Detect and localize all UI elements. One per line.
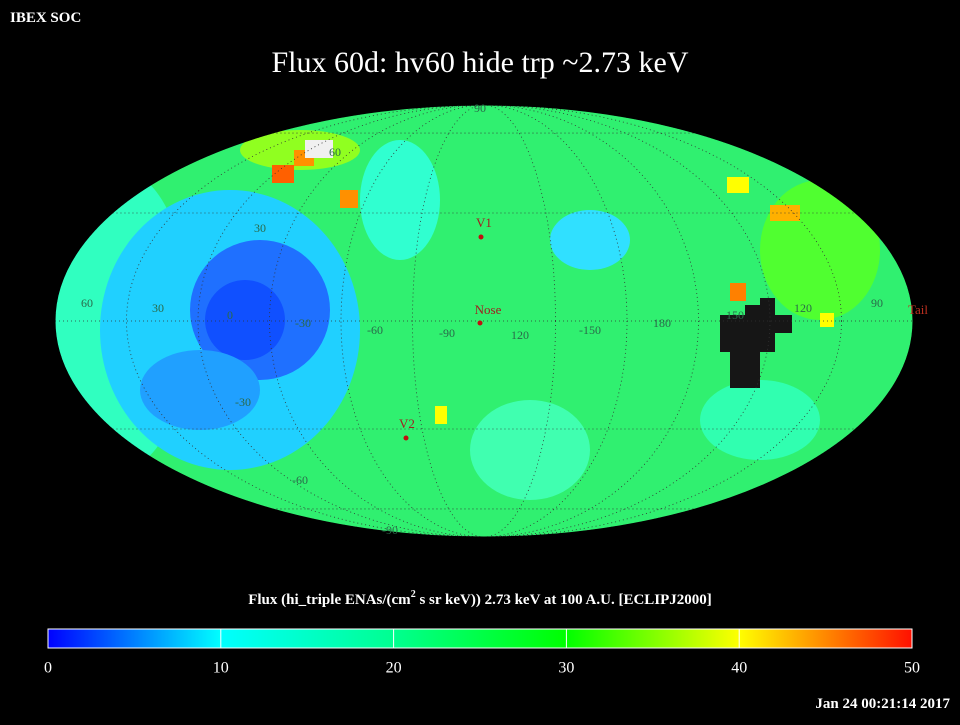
graticule [55, 105, 913, 537]
map-region [550, 210, 630, 270]
grid-label: 30 [254, 221, 266, 235]
colorbar-label-superscript: 2 [411, 589, 416, 600]
grid-label: 60 [329, 145, 341, 159]
colorbar [47, 628, 913, 649]
marker-label: Nose [475, 302, 502, 317]
grid-label: -30 [235, 395, 251, 409]
marker-dot [477, 320, 483, 326]
header: IBEX SOC [10, 10, 81, 26]
map-region [727, 177, 749, 193]
marker-label: V1 [476, 215, 492, 230]
grid-label: 90 [871, 296, 883, 310]
marker-dot [478, 234, 484, 240]
grid-label: -90 [382, 523, 398, 537]
map-region [435, 406, 447, 424]
colorbar-label: Flux (hi_triple ENAs/(cm2 s sr keV)) 2.7… [248, 589, 712, 608]
grid-label: 0 [227, 308, 233, 322]
meridian [269, 105, 699, 537]
grid-label: -60 [292, 473, 308, 487]
colorbar-tick-label: 20 [386, 660, 402, 677]
colorbar-tick-label: 30 [558, 660, 574, 677]
map-region [470, 400, 590, 500]
colorbar-ticks: 0 10 20 30 40 50 [44, 629, 920, 677]
map-outline [54, 104, 914, 538]
sky-map [55, 105, 913, 537]
map-region [700, 380, 820, 460]
colorbar-tick-label: 0 [44, 660, 52, 677]
grid-label: 60 [81, 296, 93, 310]
timestamp: Jan 24 00:21:14 2017 [815, 696, 950, 712]
marker-dot [403, 435, 409, 441]
grid-label: 30 [152, 301, 164, 315]
colorbar-label-text: Flux (hi_triple ENAs/(cm [248, 592, 411, 608]
map-region [272, 165, 294, 183]
colorbar-tick-label: 50 [904, 660, 920, 677]
grid-label: -60 [367, 323, 383, 337]
map-region [205, 280, 285, 360]
grid-label: -90 [439, 326, 455, 340]
map-region [340, 190, 358, 208]
meridian [126, 105, 842, 537]
marker-label: Tail [908, 302, 928, 317]
title: Flux 60d: hv60 hide trp ~2.73 keV [271, 46, 688, 79]
map-region [820, 313, 834, 327]
colorbar-label-text: s sr keV)) 2.73 keV at 100 A.U. [ECLIPJ2… [416, 592, 712, 608]
map-region [360, 140, 440, 260]
map-region [730, 283, 746, 301]
colorbar-tick-label: 40 [731, 660, 747, 677]
grid-label: 150 [726, 308, 744, 322]
map-region [305, 140, 333, 158]
colorbar-tick-label: 10 [213, 660, 229, 677]
map-labels: 90 60 30 60 30 0 -30 -60 -90 120 -150 180 150 120 90 -3… [81, 101, 928, 537]
marker-label: V2 [399, 416, 415, 431]
grid-label: 180 [653, 316, 671, 330]
grid-label: 120 [511, 328, 529, 342]
grid-label: 120 [794, 301, 812, 315]
grid-label: 90 [474, 101, 486, 115]
map-region [140, 350, 260, 430]
grid-label: -150 [579, 323, 601, 337]
map-region [720, 298, 792, 388]
grid-label: -30 [295, 316, 311, 330]
meridian [197, 105, 771, 537]
